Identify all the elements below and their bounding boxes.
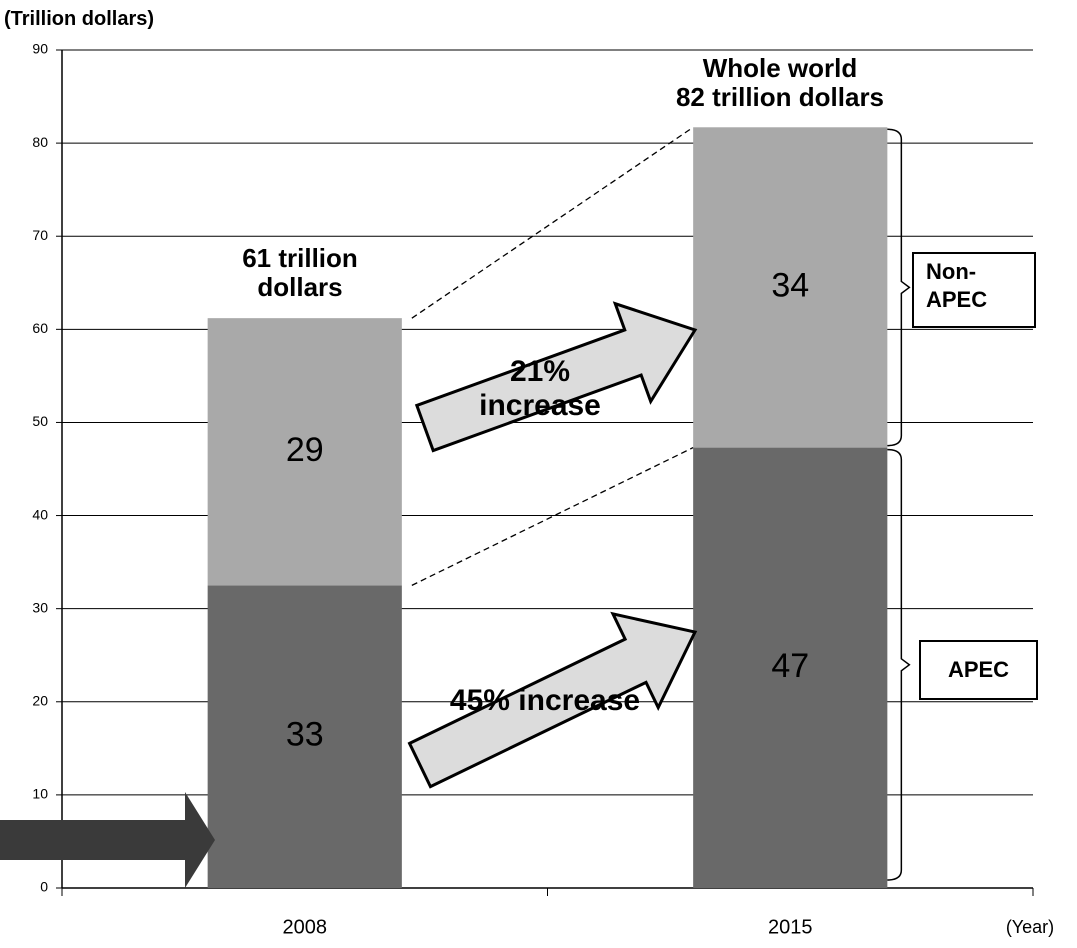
y-tick-label: 70 bbox=[32, 227, 48, 243]
bar-segment bbox=[207, 585, 402, 888]
y-axis-title: (Trillion dollars) bbox=[4, 8, 155, 30]
pointer-arrow bbox=[0, 792, 215, 888]
value-label: 33 bbox=[286, 716, 324, 754]
annotation: Whole world 82 trillion dollars bbox=[675, 53, 885, 113]
annotation: 61 trillion dollars bbox=[242, 243, 358, 303]
value-label: 34 bbox=[771, 266, 809, 304]
brace bbox=[887, 448, 911, 881]
x-tick-label: 2008 bbox=[283, 916, 328, 938]
y-tick-label: 20 bbox=[32, 692, 48, 708]
connector-line bbox=[411, 126, 694, 319]
y-tick-label: 80 bbox=[32, 134, 48, 150]
bar-segment bbox=[207, 318, 402, 586]
connector-line bbox=[411, 447, 694, 586]
annotation: 45% increase bbox=[449, 684, 641, 717]
value-label: 29 bbox=[286, 431, 324, 469]
x-tick-label: 2015 bbox=[768, 916, 813, 938]
bar-segment bbox=[693, 447, 888, 888]
value-label: 47 bbox=[771, 647, 809, 685]
bar-segment bbox=[693, 127, 888, 448]
x-axis-title: (Year) bbox=[1006, 917, 1054, 937]
annotation: 21% increase bbox=[479, 355, 601, 422]
y-tick-label: 60 bbox=[32, 320, 48, 336]
series-label: APEC bbox=[919, 640, 1038, 700]
y-tick-label: 0 bbox=[40, 879, 48, 895]
brace bbox=[887, 128, 911, 447]
y-tick-label: 90 bbox=[32, 41, 48, 57]
y-tick-label: 50 bbox=[32, 413, 48, 429]
series-label: Non-APEC bbox=[912, 252, 1036, 328]
y-tick-label: 30 bbox=[32, 599, 48, 615]
arrow bbox=[407, 611, 698, 789]
y-tick-label: 10 bbox=[32, 786, 48, 802]
arrow bbox=[414, 301, 698, 453]
y-tick-label: 40 bbox=[32, 506, 48, 522]
